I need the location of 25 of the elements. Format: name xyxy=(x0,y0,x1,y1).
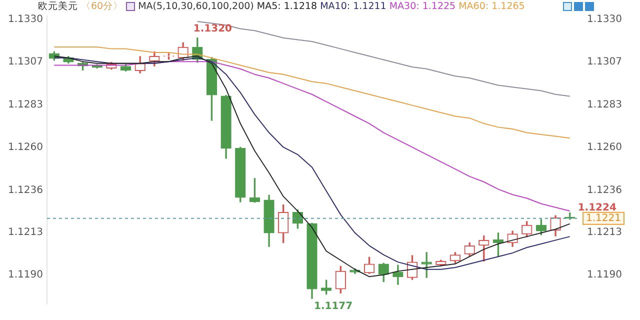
y-tick-label: 1.1190 xyxy=(8,269,43,280)
y2-tick-label: 1.1236 xyxy=(587,184,622,196)
text: MA30: 1.1225 xyxy=(389,0,456,12)
y2-tick-label: 1.1213 xyxy=(587,226,622,238)
text: MA60: 1.1265 xyxy=(458,0,525,12)
y-tick-label: 1.1330 xyxy=(8,14,43,26)
y-tick-label: 1.1283 xyxy=(8,99,43,110)
y-tick-label: 1.1260 xyxy=(8,142,43,153)
text: 1.1224 xyxy=(578,202,616,214)
y2-tick-label: 1.1190 xyxy=(587,269,622,280)
y-tick-label: 1.1213 xyxy=(8,226,43,238)
chart-subtitle: 〈60分〉 xyxy=(81,0,124,12)
y-tick-label: 1.1307 xyxy=(8,56,43,68)
annotation: 1.1177 xyxy=(314,301,353,312)
text: MA10: 1.1211 xyxy=(320,0,386,12)
ref-line-label: 1.1221 xyxy=(586,212,622,224)
annotation: 1.1320 xyxy=(193,23,232,34)
text: MA5: 1.1218 xyxy=(256,0,318,12)
y2-tick-label: 1.1330 xyxy=(587,14,622,26)
y-tick-label: 1.1236 xyxy=(8,184,43,196)
y2-tick-label: 1.1283 xyxy=(587,99,622,110)
y2-tick-label: 1.1260 xyxy=(587,142,622,153)
chart-title: 欧元美元 xyxy=(38,0,78,12)
text: MA(5,10,30,60,100,200) xyxy=(138,0,254,12)
y2-tick-label: 1.1307 xyxy=(587,56,622,68)
